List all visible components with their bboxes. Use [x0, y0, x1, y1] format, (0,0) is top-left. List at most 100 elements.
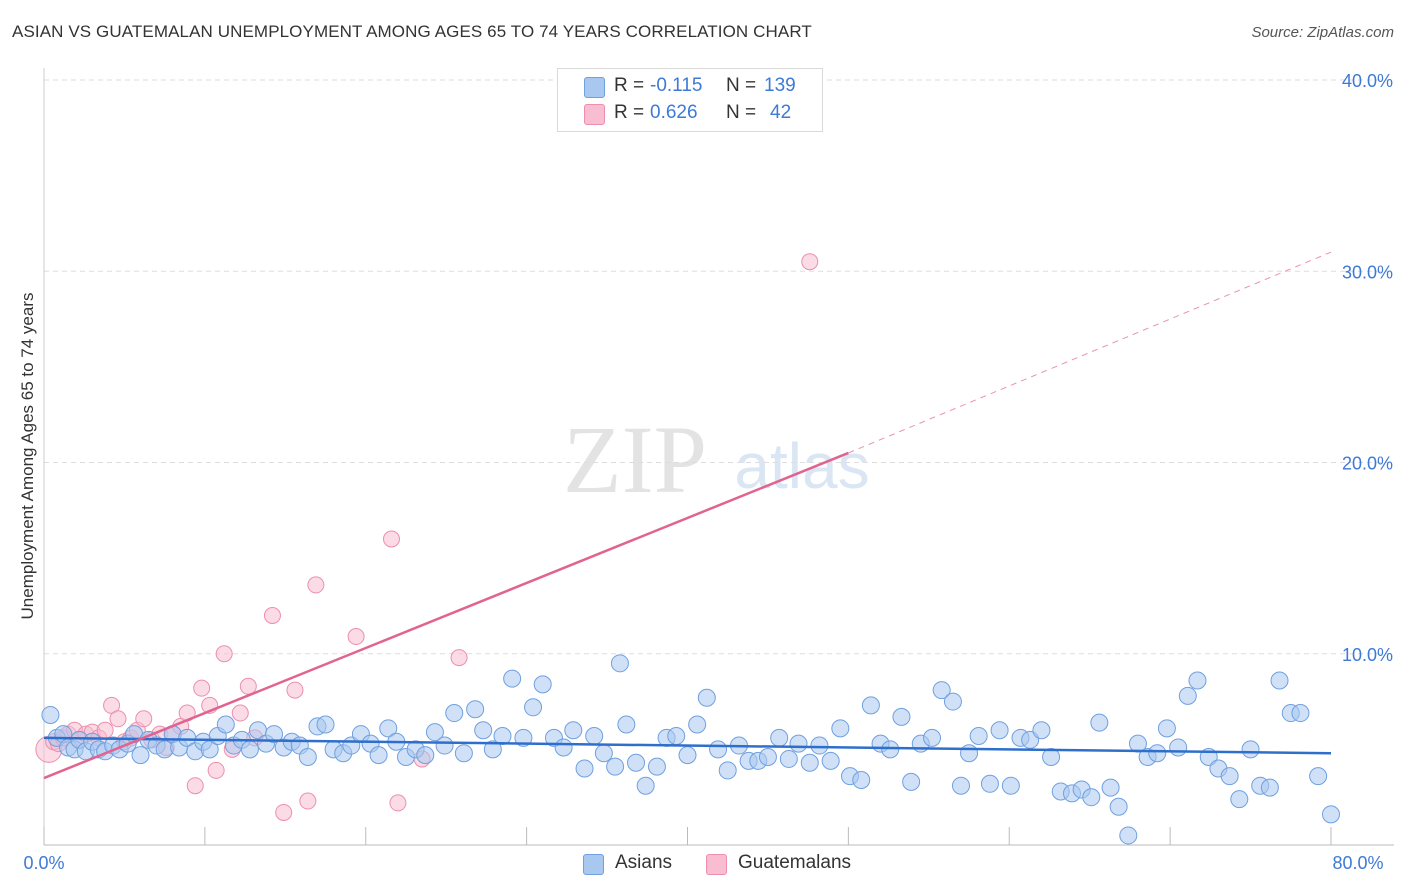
asian-point — [667, 726, 686, 745]
asian-point — [416, 746, 435, 765]
asian-point — [454, 744, 473, 763]
n-label: N = — [726, 75, 757, 96]
asian-point — [617, 715, 636, 734]
asian-point — [943, 692, 962, 711]
asian-point — [697, 688, 716, 707]
legend-label-asians: Asians — [615, 852, 673, 873]
asian-point — [902, 772, 921, 791]
guatemalan-point — [382, 530, 400, 548]
legend-swatch-guatemalans — [584, 104, 605, 125]
y-tick-label: 10.0% — [1342, 645, 1393, 665]
guatemalan-point — [347, 628, 365, 646]
legend-label-guatemalans: Guatemalans — [738, 852, 852, 873]
guatemalan-point — [299, 792, 317, 810]
asian-point — [466, 700, 485, 719]
n-value: 42 — [770, 102, 792, 123]
asian-point — [1220, 767, 1239, 786]
asian-point — [1157, 719, 1176, 738]
asian-point — [1309, 767, 1328, 786]
guatemalan-point — [450, 649, 468, 667]
asian-point — [990, 721, 1009, 740]
x-tick-label: 0.0% — [23, 853, 64, 873]
y-tick-label: 20.0% — [1342, 454, 1393, 474]
legend-swatch-asians — [584, 77, 605, 98]
asian-point — [960, 744, 979, 763]
r-label: R = — [614, 102, 645, 123]
asian-point — [1148, 744, 1167, 763]
guatemalan-point — [239, 677, 257, 695]
asian-point — [770, 728, 789, 747]
asian-point — [610, 654, 629, 673]
guatemalan-point — [275, 803, 293, 821]
n-value: 139 — [764, 75, 796, 96]
asian-point — [678, 746, 697, 765]
asian-point — [435, 736, 454, 755]
chart-title: ASIAN VS GUATEMALAN UNEMPLOYMENT AMONG A… — [12, 22, 812, 41]
legend-stats: R = -0.115 N = 139 R = 0.626 N = 42 — [557, 68, 823, 132]
asian-point — [1322, 805, 1340, 824]
asian-point — [240, 740, 259, 759]
guatemalan-point — [109, 710, 127, 728]
asian-point — [1109, 797, 1128, 816]
y-tick-label: 40.0% — [1342, 71, 1393, 91]
guatemalan-point — [389, 794, 407, 812]
guatemalan-point — [135, 710, 153, 728]
asian-point — [524, 698, 543, 717]
asian-point — [647, 757, 666, 776]
asian-point — [831, 719, 850, 738]
asian-point — [1169, 738, 1188, 757]
asian-point — [533, 675, 552, 694]
n-label: N = — [726, 102, 757, 123]
guatemalan-point — [801, 253, 819, 271]
guatemalan-point — [96, 721, 114, 739]
asian-point — [951, 776, 970, 795]
asian-point — [298, 748, 317, 767]
asian-point — [800, 753, 819, 772]
asian-point — [425, 723, 444, 742]
asian-point — [564, 721, 583, 740]
asian-point — [923, 728, 942, 747]
guatemalan-point — [193, 679, 211, 697]
asian-point — [606, 757, 625, 776]
asian-point — [1119, 826, 1138, 845]
guatemalan-trend-line — [43, 451, 849, 780]
asian-point — [1090, 713, 1109, 732]
asian-point — [1032, 721, 1051, 740]
asian-point — [892, 707, 911, 726]
asian-point — [1260, 778, 1279, 797]
guatemalan-point — [186, 777, 204, 795]
asian-point — [688, 715, 707, 734]
asian-point — [789, 734, 808, 753]
asian-point — [861, 696, 880, 715]
guatemalan-point — [215, 645, 233, 663]
guatemalan-point — [286, 681, 304, 699]
asian-point — [852, 770, 871, 789]
asian-point — [932, 681, 951, 700]
asian-point — [980, 774, 999, 793]
asian-point — [1042, 748, 1061, 767]
asian-trend-line — [43, 736, 1332, 755]
asian-point — [216, 715, 235, 734]
asian-point — [594, 744, 613, 763]
asian-point — [585, 726, 604, 745]
watermark-zip: ZIP — [563, 406, 707, 513]
legend-swatch-guatemalans — [706, 854, 727, 875]
asian-point — [1230, 790, 1249, 809]
guatemalan-point — [207, 761, 225, 779]
asian-point — [131, 746, 150, 765]
x-tick-label: 80.0% — [1332, 853, 1383, 873]
asian-point — [41, 705, 60, 724]
asian-point — [1291, 704, 1310, 723]
asian-point — [1188, 671, 1207, 690]
asian-point — [1241, 740, 1260, 759]
source-label: Source: ZipAtlas.com — [1251, 24, 1394, 41]
asian-point — [627, 753, 646, 772]
asian-point — [1082, 788, 1101, 807]
asian-point — [779, 749, 798, 768]
asian-point — [810, 736, 829, 755]
asian-point — [316, 715, 335, 734]
legend-swatch-asians — [583, 854, 604, 875]
r-label: R = — [614, 75, 645, 96]
asian-point — [969, 726, 988, 745]
